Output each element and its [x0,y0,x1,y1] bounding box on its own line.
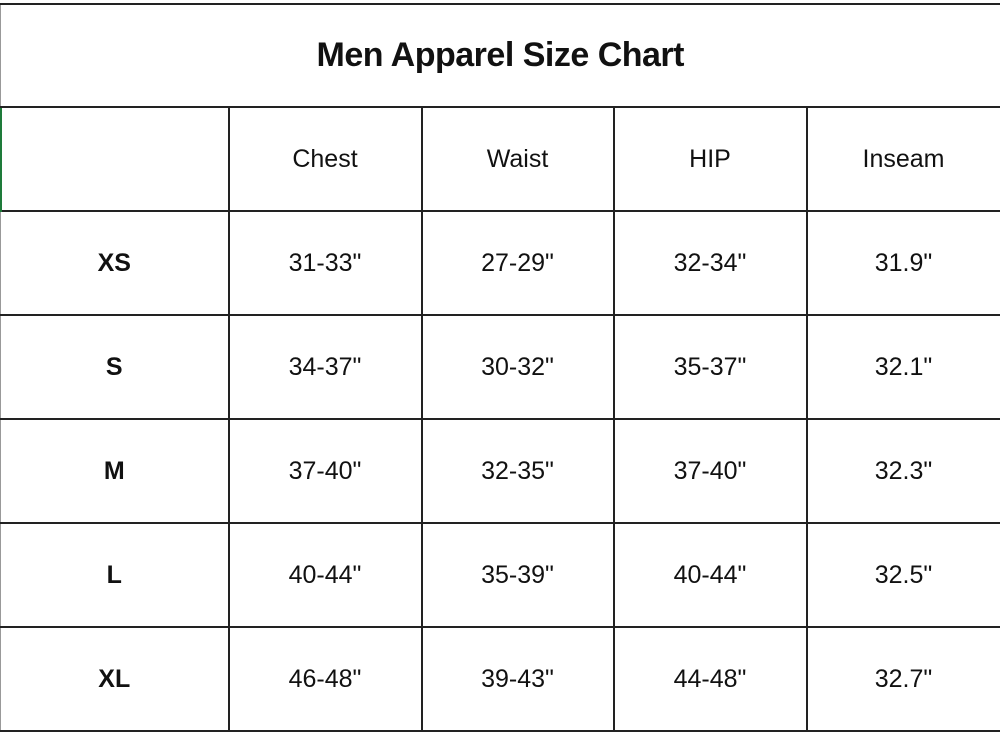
size-label[interactable]: XL [0,626,230,732]
table-row: XL 46-48" 39-43" 44-48" 32.7" [0,626,1000,732]
table-cell[interactable]: 31.9" [805,210,1000,316]
header-waist[interactable]: Waist [420,106,615,212]
table-row: L 40-44" 35-39" 40-44" 32.5" [0,522,1000,628]
size-label[interactable]: M [0,418,230,524]
table-cell[interactable]: 37-40" [227,418,423,524]
table-cell[interactable]: 32.5" [805,522,1000,628]
table-cell[interactable]: 40-44" [612,522,808,628]
header-hip[interactable]: HIP [612,106,808,212]
table-row: S 34-37" 30-32" 35-37" 32.1" [0,314,1000,420]
table-cell[interactable]: 34-37" [227,314,423,420]
table-cell[interactable]: 30-32" [420,314,615,420]
table-cell[interactable]: 39-43" [420,626,615,732]
table-cell[interactable]: 32-35" [420,418,615,524]
table-cell[interactable]: 37-40" [612,418,808,524]
size-chart: Men Apparel Size Chart Chest Waist HIP I… [0,3,1000,732]
table-cell[interactable]: 40-44" [227,522,423,628]
chart-title: Men Apparel Size Chart [0,3,1000,108]
table-row: M 37-40" 32-35" 37-40" 32.3" [0,418,1000,524]
header-inseam[interactable]: Inseam [805,106,1000,212]
size-table: Men Apparel Size Chart Chest Waist HIP I… [0,3,1000,732]
header-chest[interactable]: Chest [227,106,423,212]
table-cell[interactable]: 32.1" [805,314,1000,420]
table-cell[interactable]: 27-29" [420,210,615,316]
table-row: XS 31-33" 27-29" 32-34" 31.9" [0,210,1000,316]
cell-selection-edge [0,108,2,212]
size-label[interactable]: XS [0,210,230,316]
table-cell[interactable]: 31-33" [227,210,423,316]
table-cell[interactable]: 32.3" [805,418,1000,524]
table-cell[interactable]: 46-48" [227,626,423,732]
table-cell[interactable]: 32.7" [805,626,1000,732]
table-cell[interactable]: 44-48" [612,626,808,732]
table-cell[interactable]: 35-37" [612,314,808,420]
size-label[interactable]: L [0,522,230,628]
table-cell[interactable]: 32-34" [612,210,808,316]
header-row: Chest Waist HIP Inseam [0,106,1000,212]
table-cell[interactable]: 35-39" [420,522,615,628]
header-cell-empty[interactable] [0,106,230,212]
size-label[interactable]: S [0,314,230,420]
